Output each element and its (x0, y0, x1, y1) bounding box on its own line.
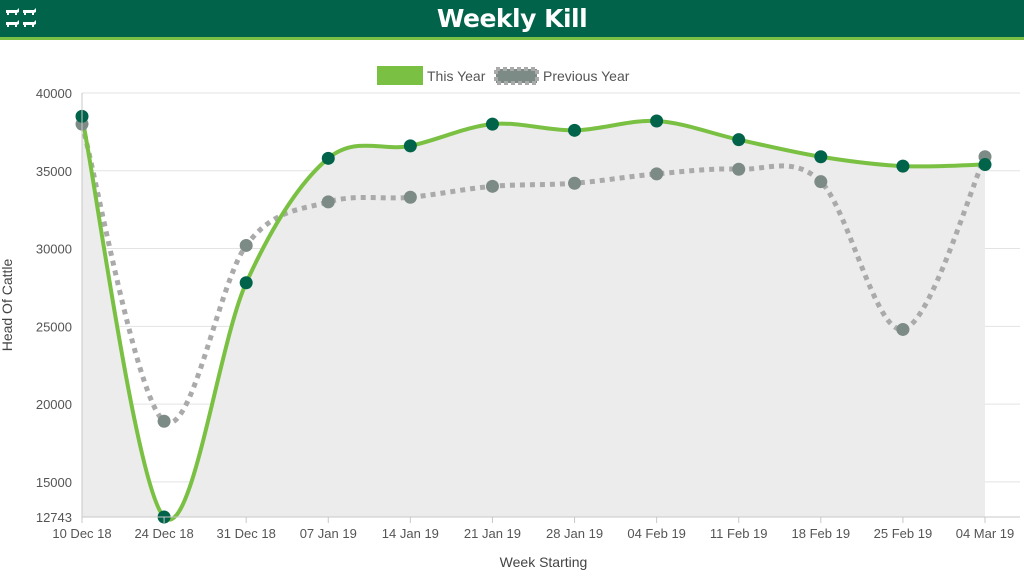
this-year-point (978, 158, 992, 172)
chart-area (82, 116, 985, 520)
x-tick-label: 18 Feb 19 (792, 526, 851, 541)
cattle-logo-icon (6, 8, 36, 27)
previous-year-point (239, 238, 253, 252)
x-tick-label: 10 Dec 18 (52, 526, 111, 541)
x-tick-label: 25 Feb 19 (874, 526, 933, 541)
x-tick-label: 04 Mar 19 (956, 526, 1015, 541)
page-title: Weekly Kill (436, 4, 588, 33)
x-axis-title: Week Starting (500, 554, 588, 570)
this-year-point (321, 151, 335, 165)
previous-year-point (157, 414, 171, 428)
x-tick-label: 21 Jan 19 (464, 526, 521, 541)
x-tick-label: 04 Feb 19 (627, 526, 686, 541)
this-year-point (568, 123, 582, 137)
y-tick-label: 12743 (36, 510, 72, 525)
this-year-point (732, 133, 746, 147)
legend-swatch-previous-year (494, 67, 539, 85)
y-tick-label: 20000 (36, 397, 72, 412)
legend-label-previous-year: Previous Year (543, 68, 630, 84)
chart-axes: 12743 15000 20000 25000 30000 35000 40000 10 De… (0, 86, 1020, 570)
this-year-point (485, 117, 499, 131)
previous-year-point (321, 195, 335, 209)
y-tick-label: 30000 (36, 242, 72, 257)
chart-points (75, 109, 992, 524)
y-tick-label: 40000 (36, 86, 72, 101)
y-tick-label: 15000 (36, 475, 72, 490)
x-tick-label: 24 Dec 18 (134, 526, 193, 541)
previous-year-point (485, 179, 499, 193)
y-axis-title: Head Of Cattle (0, 258, 15, 351)
weekly-kill-chart: This Year Previous Year 12743 15000 20000 25… (0, 66, 1020, 570)
y-tick-label: 35000 (36, 164, 72, 179)
previous-year-point (896, 322, 910, 336)
previous-year-point (814, 175, 828, 189)
this-year-point (814, 150, 828, 164)
this-year-point (239, 276, 253, 290)
previous-year-point (650, 167, 664, 181)
chart-legend: This Year Previous Year (377, 66, 630, 85)
x-tick-label: 14 Jan 19 (382, 526, 439, 541)
x-tick-label: 31 Dec 18 (217, 526, 276, 541)
this-year-point (896, 159, 910, 173)
x-tick-label: 07 Jan 19 (300, 526, 357, 541)
this-year-point (650, 114, 664, 128)
x-tick-label: 28 Jan 19 (546, 526, 603, 541)
this-year-area (82, 116, 985, 520)
legend-swatch-this-year (377, 66, 423, 85)
previous-year-point (403, 190, 417, 204)
this-year-point (403, 139, 417, 153)
y-tick-label: 25000 (36, 319, 72, 334)
previous-year-point (568, 176, 582, 190)
header-bar: Weekly Kill (0, 0, 1024, 40)
legend-label-this-year: This Year (427, 68, 486, 84)
previous-year-point (732, 162, 746, 176)
x-tick-label: 11 Feb 19 (710, 526, 768, 541)
